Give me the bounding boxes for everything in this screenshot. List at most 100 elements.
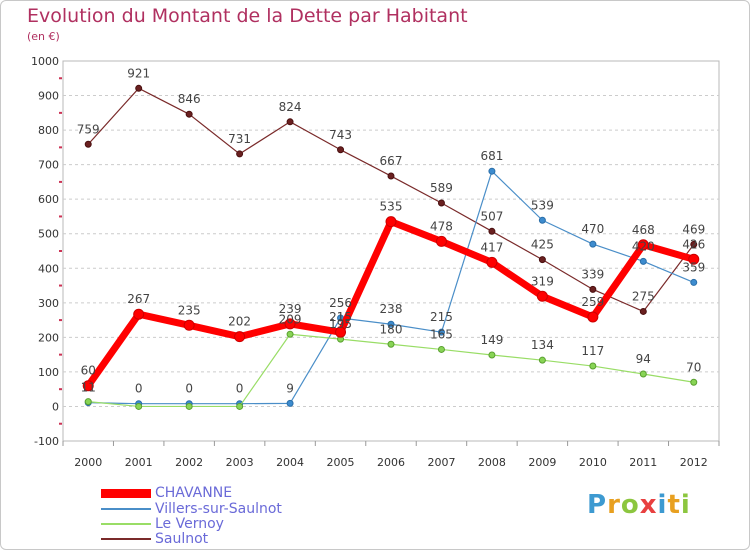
x-tick-label: 2001 [125,456,153,469]
data-point-saulnot [135,84,143,92]
logo-letter: i [680,490,691,520]
x-tick-label: 2007 [427,456,455,469]
legend-swatch-le-vernoy [101,523,151,525]
data-point-chavanne [587,311,599,323]
x-axis: 2000 2001 2002 2003 2004 2005 2006 2007 2008 2009… [62,441,720,469]
data-label-saulnot: 589 [430,181,453,195]
logo-letter: P [587,490,608,520]
data-label-le-vernoy: 134 [531,338,554,352]
y-tick-label: 100 [38,366,59,379]
data-label-chavanne: 215 [329,310,352,324]
data-label-chavanne: 417 [480,240,503,254]
legend-item-chavanne: CHAVANNE [101,485,233,501]
x-tick-label: 2000 [74,456,102,469]
x-tick-label: 2004 [276,456,304,469]
legend-swatch-villers-sur-saulnot [101,508,151,510]
data-point-chavanne [435,235,447,247]
data-label-saulnot: 507 [480,209,503,223]
data-label-saulnot: 921 [127,66,150,80]
data-point-saulnot [437,199,445,207]
grid-layer [62,60,720,442]
data-label-villers-sur-saulnot: 0 [135,382,143,396]
data-label-villers-sur-saulnot: 9 [286,381,294,395]
data-point-le-vernoy [135,402,143,410]
data-label-chavanne: 60 [81,364,96,378]
data-label-villers-sur-saulnot: 0 [236,382,244,396]
data-label-chavanne: 468 [632,223,655,237]
y-tick-label: 600 [38,193,59,206]
data-point-chavanne [385,216,397,228]
y-tick-label: 400 [38,262,59,275]
data-point-le-vernoy [236,402,244,410]
data-point-le-vernoy [84,398,92,406]
logo-letter: o [620,490,640,520]
data-point-saulnot [639,307,647,315]
data-label-villers-sur-saulnot: 420 [632,239,655,253]
logo-letter: r [607,490,621,520]
y-tick-label: 1000 [31,55,59,68]
data-point-villers-sur-saulnot [286,399,294,407]
x-tick-label: 2012 [680,456,708,469]
proxiti-logo: Proxiti [587,490,691,520]
x-tick-label: 2008 [478,456,506,469]
x-tick-label: 2009 [528,456,556,469]
y-tick-label: 300 [38,297,59,310]
data-label-chavanne: 319 [531,274,554,288]
legend-item-saulnot: Saulnot [101,531,209,547]
logo-letter: t [667,490,681,520]
chart-title: Evolution du Montant de la Dette par Hab… [27,5,468,27]
data-point-le-vernoy [387,340,395,348]
data-point-chavanne [183,319,195,331]
data-point-saulnot [690,240,698,248]
data-point-villers-sur-saulnot [387,320,395,328]
data-point-villers-sur-saulnot [538,216,546,224]
data-point-chavanne [688,253,700,265]
data-point-le-vernoy [437,345,445,353]
data-label-saulnot: 339 [581,267,604,281]
data-point-chavanne [536,290,548,302]
data-label-villers-sur-saulnot: 238 [380,302,403,316]
data-label-villers-sur-saulnot: 256 [329,296,352,310]
data-label-saulnot: 667 [380,154,403,168]
x-tick-label: 2003 [226,456,254,469]
y-tick-label: -100 [34,435,59,448]
data-point-chavanne [335,326,347,338]
data-point-saulnot [286,118,294,126]
data-point-villers-sur-saulnot [690,278,698,286]
legend-item-le-vernoy: Le Vernoy [101,516,224,532]
y-tick-label: 200 [38,331,59,344]
x-tick-label: 2006 [377,456,405,469]
data-label-villers-sur-saulnot: 215 [430,310,453,324]
legend-swatch-saulnot [101,538,151,540]
data-label-le-vernoy: 149 [480,333,503,347]
x-tick-label: 2010 [579,456,607,469]
data-point-saulnot [337,146,345,154]
data-point-villers-sur-saulnot [437,328,445,336]
data-label-saulnot: 275 [632,289,655,303]
legend-label-villers-sur-saulnot: Villers-sur-Saulnot [155,501,282,517]
legend-label-saulnot: Saulnot [155,531,209,547]
data-point-saulnot [84,140,92,148]
data-point-villers-sur-saulnot [488,167,496,175]
data-point-chavanne [82,380,94,392]
data-point-chavanne [234,331,246,343]
y-axis: -100 0 100 200 300 400 500 600 700 800 900 1000 [31,55,62,448]
x-tick-label: 2002 [175,456,203,469]
legend-label-chavanne: CHAVANNE [155,485,233,501]
legend-item-villers-sur-saulnot: Villers-sur-Saulnot [101,501,282,517]
data-point-le-vernoy [639,370,647,378]
data-label-chavanne: 535 [380,200,403,214]
data-label-le-vernoy: 117 [581,344,604,358]
data-label-villers-sur-saulnot: 539 [531,198,554,212]
data-label-le-vernoy: 180 [380,322,403,336]
data-point-chavanne [486,256,498,268]
data-point-saulnot [589,285,597,293]
data-label-villers-sur-saulnot: 11 [81,381,96,395]
data-label-saulnot: 759 [77,122,100,136]
data-point-villers-sur-saulnot [639,257,647,265]
y-tick-label: 900 [38,90,59,103]
data-label-chavanne: 235 [178,303,201,317]
data-point-le-vernoy [286,330,294,338]
data-label-saulnot: 743 [329,128,352,142]
